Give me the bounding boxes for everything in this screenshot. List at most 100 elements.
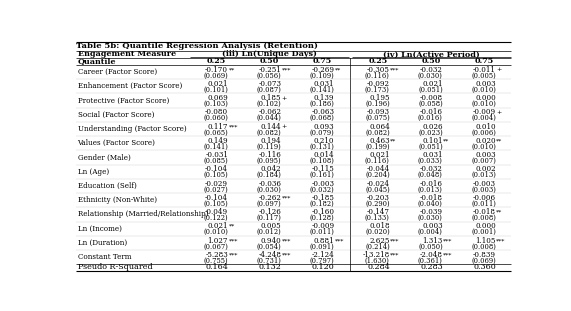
Text: ***: *** <box>443 238 453 243</box>
Text: 0.195: 0.195 <box>369 94 390 102</box>
Text: ***: *** <box>282 67 291 72</box>
Text: -0.039: -0.039 <box>420 208 443 216</box>
Text: **: ** <box>496 210 502 215</box>
Text: Understanding (Factor Score): Understanding (Factor Score) <box>78 125 186 133</box>
Text: (0.119): (0.119) <box>256 143 282 151</box>
Text: 0.360: 0.360 <box>473 263 496 272</box>
Text: -0.003: -0.003 <box>473 180 496 188</box>
Text: (0.131): (0.131) <box>309 143 335 151</box>
Text: 1.313: 1.313 <box>423 237 443 245</box>
Text: -0.018: -0.018 <box>473 208 496 216</box>
Text: +: + <box>496 110 501 115</box>
Text: Pseudo R-Squared: Pseudo R-Squared <box>78 263 152 272</box>
Text: (0.085): (0.085) <box>203 157 228 165</box>
Text: -0.262: -0.262 <box>258 194 282 202</box>
Text: (0.011): (0.011) <box>471 200 496 208</box>
Text: -0.104: -0.104 <box>205 194 228 202</box>
Text: **: ** <box>496 138 502 143</box>
Text: (0.033): (0.033) <box>418 157 443 165</box>
Text: 0.093: 0.093 <box>313 123 335 131</box>
Text: (0.141): (0.141) <box>203 143 228 151</box>
Text: (0.060): (0.060) <box>203 114 228 122</box>
Text: (0.069): (0.069) <box>471 257 496 265</box>
Text: -0.203: -0.203 <box>367 194 390 202</box>
Text: Education (Self): Education (Self) <box>78 182 136 190</box>
Text: (0.182): (0.182) <box>309 200 335 208</box>
Text: (0.141): (0.141) <box>309 86 335 94</box>
Text: 0.144: 0.144 <box>260 123 282 131</box>
Text: (0.161): (0.161) <box>309 171 335 179</box>
Text: -0.036: -0.036 <box>258 180 282 188</box>
Text: -0.104: -0.104 <box>205 165 228 174</box>
Text: (0.116): (0.116) <box>365 157 390 165</box>
Text: 0.463: 0.463 <box>369 137 390 145</box>
Text: (0.051): (0.051) <box>418 86 443 94</box>
Text: **: ** <box>390 138 396 143</box>
Text: 0.132: 0.132 <box>258 263 282 272</box>
Text: Protective (Factor Score): Protective (Factor Score) <box>78 96 169 104</box>
Text: (1.630): (1.630) <box>365 257 390 265</box>
Text: (0.058): (0.058) <box>418 100 443 108</box>
Text: 0.210: 0.210 <box>314 137 335 145</box>
Text: -0.305: -0.305 <box>367 66 390 74</box>
Text: (0.008): (0.008) <box>471 243 496 250</box>
Text: 0.002: 0.002 <box>475 165 496 174</box>
Text: 0.026: 0.026 <box>422 123 443 131</box>
Text: Social (Factor Score): Social (Factor Score) <box>78 111 154 119</box>
Text: (0.030): (0.030) <box>418 214 443 222</box>
Text: -0.044: -0.044 <box>367 165 390 174</box>
Text: (0.091): (0.091) <box>309 243 335 250</box>
Text: 2.625: 2.625 <box>369 237 390 245</box>
Text: Ln (Duration): Ln (Duration) <box>78 239 127 247</box>
Text: -0.063: -0.063 <box>311 109 335 116</box>
Text: ***: *** <box>335 238 344 243</box>
Text: -0.011: -0.011 <box>473 66 496 74</box>
Text: Career (Factor Score): Career (Factor Score) <box>78 68 156 76</box>
Text: (0.051): (0.051) <box>418 143 443 151</box>
Text: -0.062: -0.062 <box>258 109 282 116</box>
Text: Relationship (Married/Relationship): Relationship (Married/Relationship) <box>78 211 208 218</box>
Text: 0.283: 0.283 <box>420 263 443 272</box>
Text: (0.087): (0.087) <box>256 86 282 94</box>
Text: (0.010): (0.010) <box>471 143 496 151</box>
Text: 0.031: 0.031 <box>314 80 335 88</box>
Text: ***: *** <box>390 253 400 258</box>
Text: (0.013): (0.013) <box>418 186 443 193</box>
Text: -0.093: -0.093 <box>367 109 390 116</box>
Text: (0.027): (0.027) <box>203 186 228 193</box>
Text: 0.003: 0.003 <box>422 222 443 230</box>
Text: (0.065): (0.065) <box>203 128 228 137</box>
Text: (0.133): (0.133) <box>365 214 390 222</box>
Text: -0.003: -0.003 <box>311 180 335 188</box>
Text: -0.029: -0.029 <box>205 180 228 188</box>
Text: 0.940: 0.940 <box>260 237 282 245</box>
Text: (0.731): (0.731) <box>256 257 282 265</box>
Text: (0.040): (0.040) <box>418 200 443 208</box>
Text: (0.067): (0.067) <box>203 243 228 250</box>
Text: -0.185: -0.185 <box>311 194 335 202</box>
Text: Engagement Measure: Engagement Measure <box>78 50 176 58</box>
Text: (0.204): (0.204) <box>365 171 390 179</box>
Text: (0.005): (0.005) <box>471 72 496 80</box>
Text: 0.020: 0.020 <box>475 137 496 145</box>
Text: (0.012): (0.012) <box>256 228 282 236</box>
Text: (0.032): (0.032) <box>309 186 335 193</box>
Text: Constant Term: Constant Term <box>78 253 131 261</box>
Text: (0.109): (0.109) <box>309 72 335 80</box>
Text: 1.027: 1.027 <box>208 237 228 245</box>
Text: -0.032: -0.032 <box>420 66 443 74</box>
Text: **: ** <box>335 67 341 72</box>
Text: ***: *** <box>282 195 291 200</box>
Text: -5.283: -5.283 <box>206 251 228 259</box>
Text: 0.021: 0.021 <box>423 80 443 88</box>
Text: Ethnicity (Non-White): Ethnicity (Non-White) <box>78 196 156 204</box>
Text: (0.007): (0.007) <box>471 157 496 165</box>
Text: 0.064: 0.064 <box>369 123 390 131</box>
Text: (0.196): (0.196) <box>365 100 390 108</box>
Text: Gender (Male): Gender (Male) <box>78 154 130 161</box>
Text: Table 5b: Quantile Regression Analysis (Retention): Table 5b: Quantile Regression Analysis (… <box>76 42 318 50</box>
Text: 0.010: 0.010 <box>475 123 496 131</box>
Text: 0.75: 0.75 <box>475 58 494 66</box>
Text: (0.056): (0.056) <box>256 72 282 80</box>
Text: (0.030): (0.030) <box>256 186 282 193</box>
